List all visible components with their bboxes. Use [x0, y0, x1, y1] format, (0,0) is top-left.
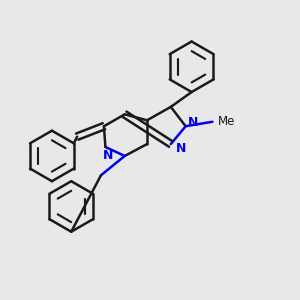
Text: Me: Me	[218, 115, 235, 128]
Text: N: N	[188, 116, 198, 129]
Text: N: N	[103, 148, 113, 162]
Text: N: N	[176, 142, 187, 155]
